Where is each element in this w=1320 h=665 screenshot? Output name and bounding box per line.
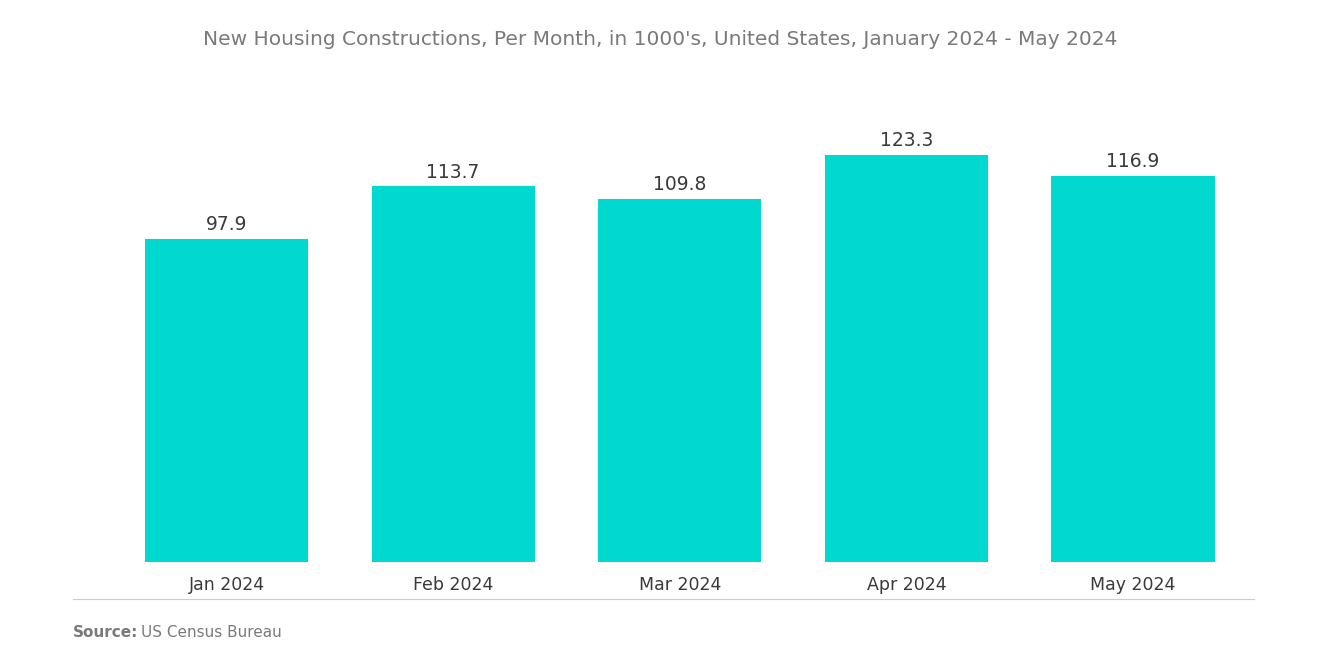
- Text: 123.3: 123.3: [879, 131, 933, 150]
- Bar: [371, 186, 535, 562]
- Text: 116.9: 116.9: [1106, 152, 1160, 171]
- Bar: [1052, 176, 1214, 562]
- Text: 97.9: 97.9: [206, 215, 247, 233]
- Text: New Housing Constructions, Per Month, in 1000's, United States, January 2024 - M: New Housing Constructions, Per Month, in…: [203, 30, 1117, 49]
- Bar: [825, 155, 989, 562]
- Text: 113.7: 113.7: [426, 162, 480, 182]
- Bar: [598, 200, 762, 562]
- Text: 109.8: 109.8: [653, 176, 706, 194]
- Text: US Census Bureau: US Census Bureau: [141, 624, 282, 640]
- Bar: [145, 239, 308, 562]
- Text: Source:: Source:: [73, 624, 139, 640]
